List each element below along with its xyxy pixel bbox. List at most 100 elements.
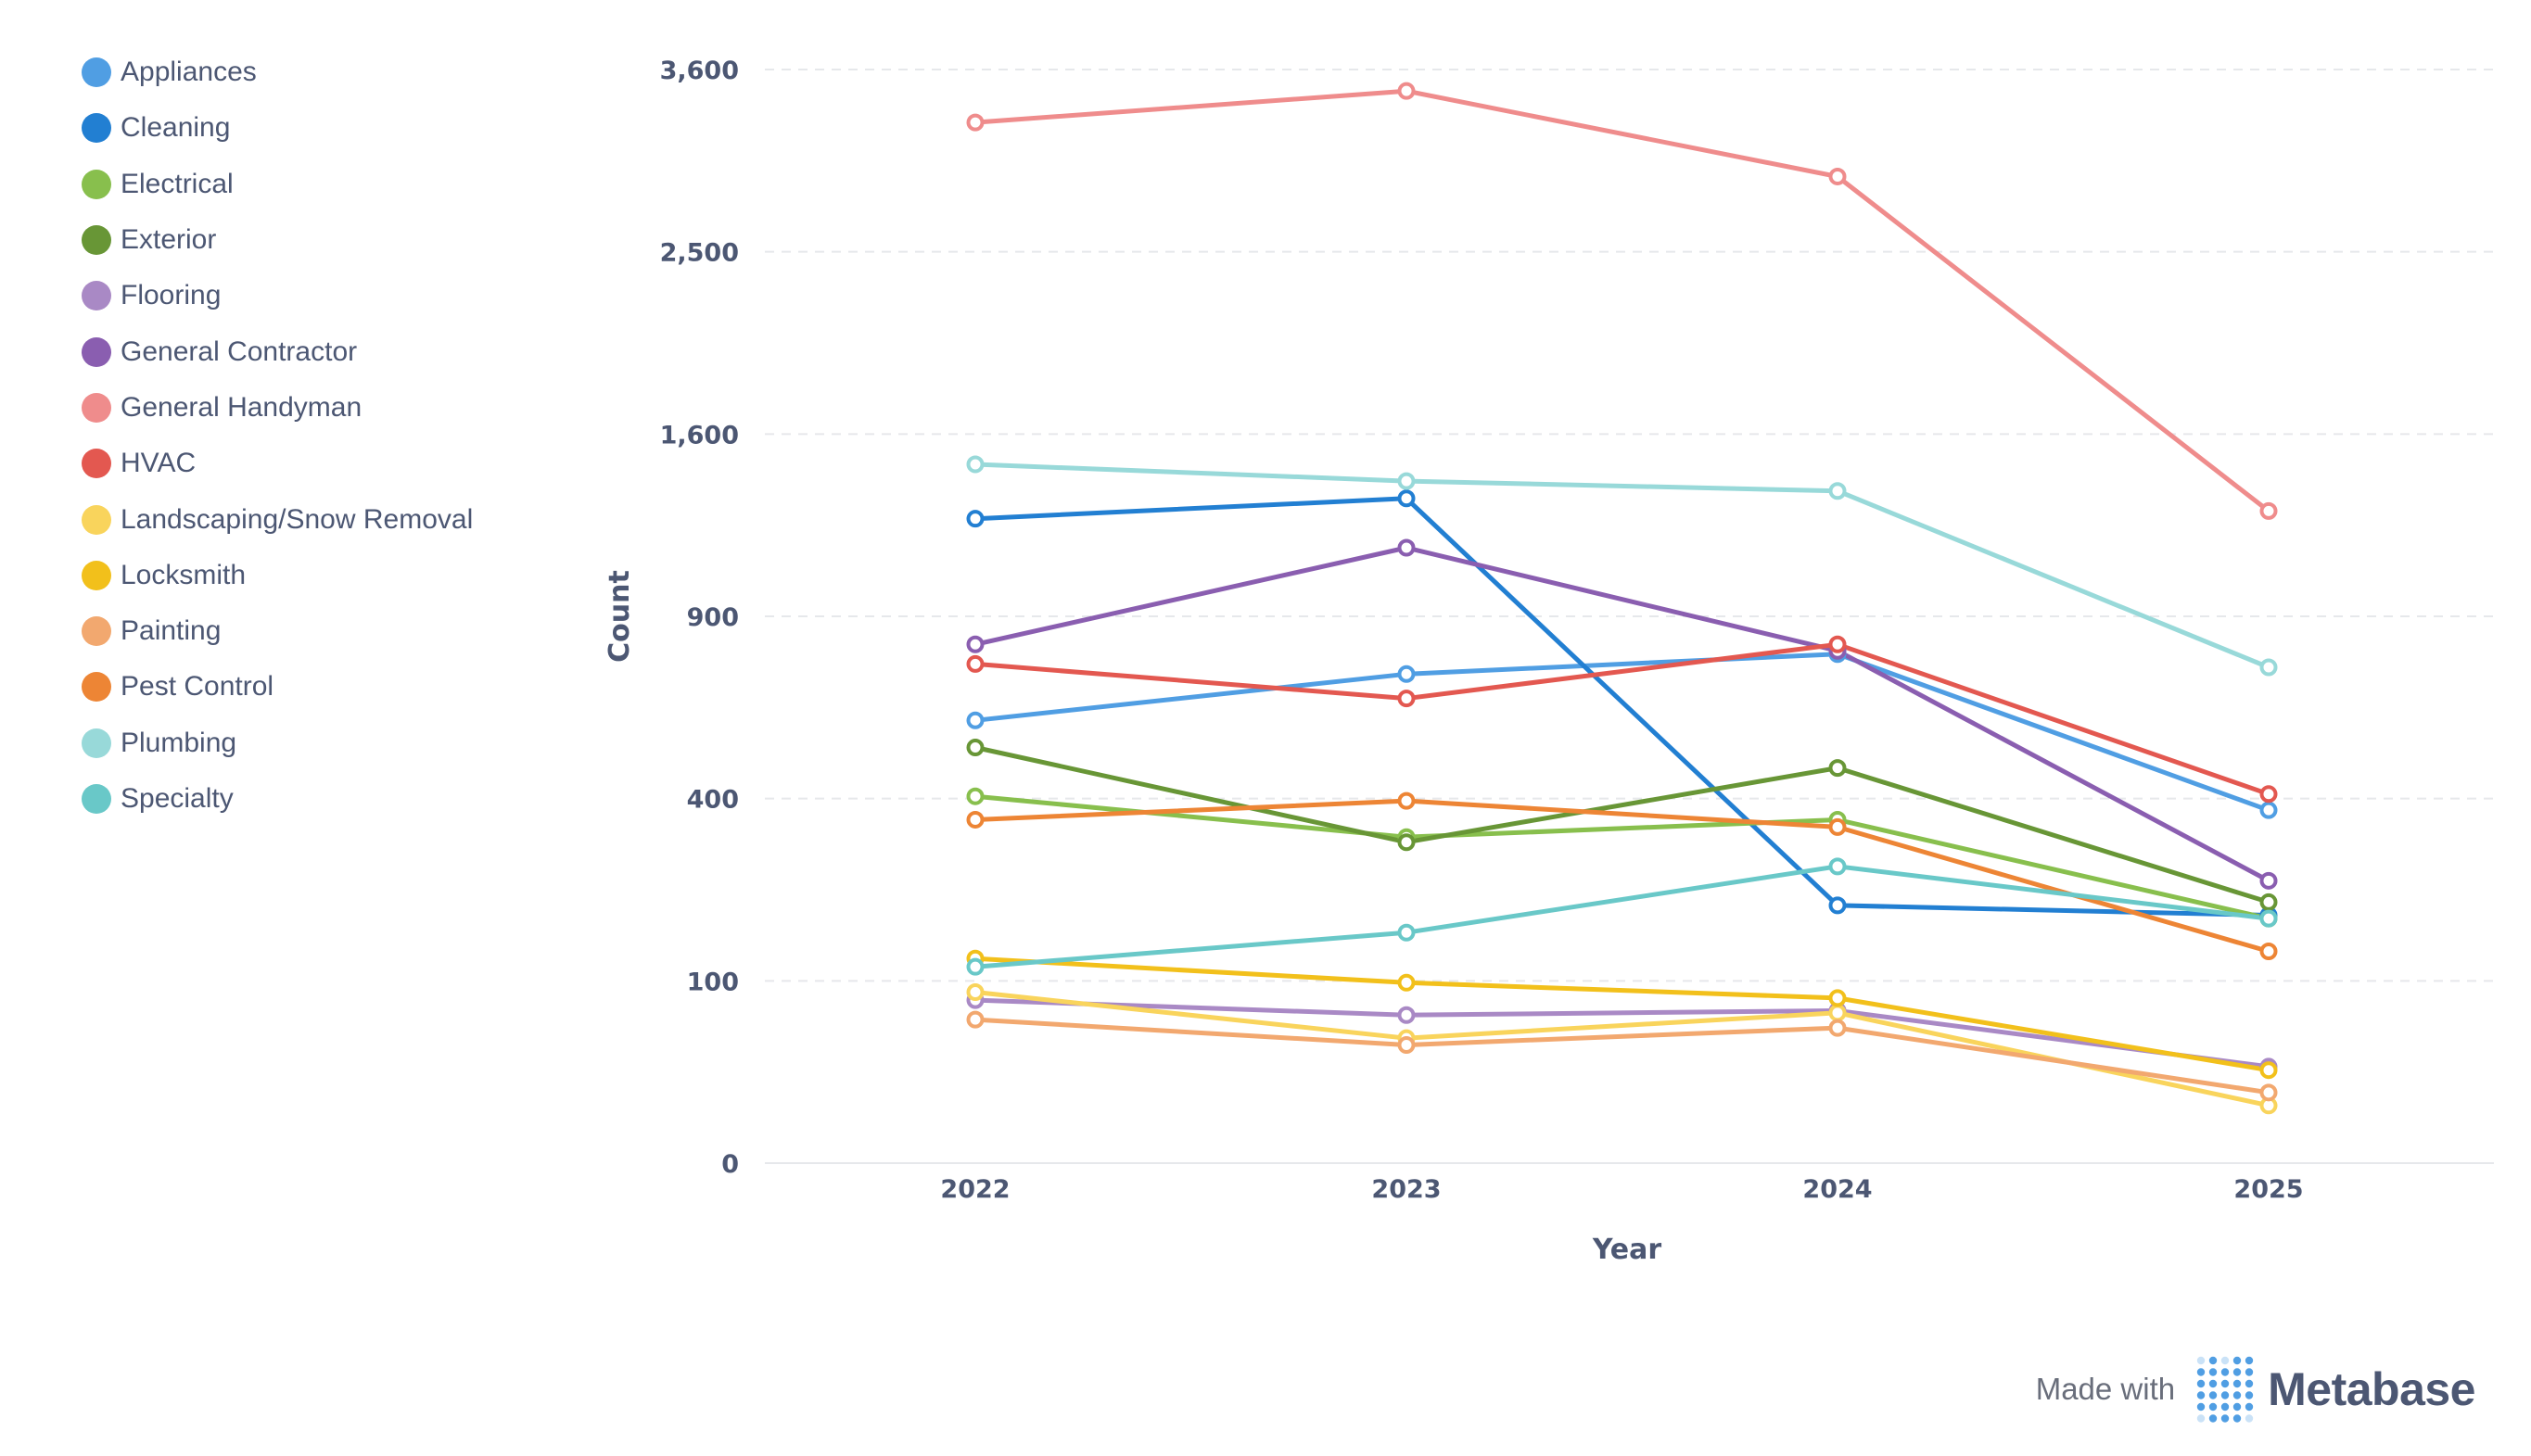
legend-label: Exterior: [121, 224, 217, 256]
x-tick-label: 2025: [2233, 1175, 2303, 1204]
data-point[interactable]: [966, 983, 985, 1002]
series-line[interactable]: [973, 545, 2271, 883]
legend-color-dot: [82, 728, 111, 758]
y-tick-label: 1,600: [660, 421, 739, 449]
data-point[interactable]: [1828, 1019, 1847, 1037]
series-line[interactable]: [973, 462, 2271, 670]
data-point[interactable]: [966, 635, 985, 653]
data-point[interactable]: [966, 711, 985, 729]
logo-dot: [2220, 1368, 2230, 1376]
logo-dot: [2196, 1368, 2206, 1376]
series-line[interactable]: [973, 1017, 2271, 1095]
metabase-logo-icon: [2196, 1356, 2254, 1423]
series-line[interactable]: [973, 88, 2271, 513]
metabase-footer[interactable]: Made with Metabase: [2036, 1355, 2475, 1424]
data-point[interactable]: [1828, 817, 1847, 836]
data-point[interactable]: [966, 510, 985, 528]
logo-dot: [2220, 1414, 2230, 1423]
series-line[interactable]: [973, 864, 2271, 969]
legend-item[interactable]: Exterior: [82, 212, 601, 268]
logo-dot: [2196, 1402, 2206, 1412]
legend-label: General Handyman: [121, 391, 362, 423]
gridlines: [765, 69, 2494, 982]
logo-dot: [2232, 1402, 2242, 1412]
data-point[interactable]: [966, 787, 985, 805]
logo-dot: [2220, 1356, 2230, 1365]
data-point[interactable]: [1397, 665, 1416, 683]
legend-color-dot: [82, 57, 111, 88]
legend-label: Electrical: [121, 168, 234, 199]
logo-dot: [2208, 1391, 2218, 1399]
data-point[interactable]: [2259, 893, 2278, 911]
legend-item[interactable]: HVAC: [82, 436, 601, 491]
data-point[interactable]: [966, 654, 985, 673]
data-point[interactable]: [2259, 801, 2278, 819]
series-line[interactable]: [973, 641, 2271, 797]
legend-item[interactable]: Painting: [82, 603, 601, 659]
data-point[interactable]: [1397, 1006, 1416, 1024]
data-point[interactable]: [1828, 896, 1847, 915]
data-point[interactable]: [966, 113, 985, 132]
data-point[interactable]: [1828, 635, 1847, 653]
data-point[interactable]: [1828, 857, 1847, 876]
legend-color-dot: [82, 113, 111, 144]
data-point[interactable]: [2259, 871, 2278, 890]
data-point[interactable]: [1397, 973, 1416, 992]
data-point[interactable]: [1397, 82, 1416, 100]
data-point[interactable]: [966, 957, 985, 976]
legend-item[interactable]: Cleaning: [82, 100, 601, 156]
data-point[interactable]: [966, 1010, 985, 1029]
data-point[interactable]: [2259, 1083, 2278, 1102]
data-point[interactable]: [1828, 989, 1847, 1007]
legend-label: Landscaping/Snow Removal: [121, 503, 474, 535]
logo-dot: [2232, 1414, 2242, 1423]
logo-dot: [2232, 1368, 2242, 1376]
data-point[interactable]: [1828, 1004, 1847, 1022]
logo-dot: [2245, 1356, 2254, 1365]
data-point[interactable]: [2259, 785, 2278, 804]
legend-item[interactable]: Landscaping/Snow Removal: [82, 491, 601, 547]
legend-item[interactable]: Pest Control: [82, 659, 601, 715]
series-line[interactable]: [973, 956, 2271, 1073]
series-lines: [973, 88, 2271, 1108]
data-point[interactable]: [2259, 658, 2278, 677]
legend-item[interactable]: Locksmith: [82, 548, 601, 603]
data-point[interactable]: [1828, 482, 1847, 500]
data-point[interactable]: [1397, 489, 1416, 508]
data-point[interactable]: [2259, 909, 2278, 928]
x-axis-title: Year: [1592, 1234, 1662, 1266]
data-point[interactable]: [966, 810, 985, 829]
data-point[interactable]: [1828, 167, 1847, 185]
data-point[interactable]: [966, 455, 985, 474]
data-point[interactable]: [1397, 923, 1416, 942]
legend-label: Plumbing: [121, 727, 237, 758]
legend-item[interactable]: Flooring: [82, 268, 601, 323]
data-point[interactable]: [1397, 472, 1416, 490]
data-point[interactable]: [1828, 759, 1847, 778]
data-point[interactable]: [1397, 833, 1416, 852]
data-point[interactable]: [2259, 501, 2278, 520]
series-line[interactable]: [973, 997, 2271, 1070]
data-point[interactable]: [1397, 1036, 1416, 1055]
logo-dot: [2232, 1356, 2242, 1365]
data-point[interactable]: [2259, 1061, 2278, 1080]
legend-item[interactable]: General Handyman: [82, 380, 601, 436]
series-line[interactable]: [973, 793, 2271, 921]
legend-item[interactable]: Appliances: [82, 44, 601, 100]
series-line[interactable]: [973, 745, 2271, 905]
data-point[interactable]: [2259, 942, 2278, 960]
data-point[interactable]: [1397, 690, 1416, 708]
x-tick-label: 2023: [1371, 1175, 1441, 1204]
legend-item[interactable]: General Contractor: [82, 323, 601, 379]
data-point[interactable]: [1397, 538, 1416, 557]
legend-item[interactable]: Electrical: [82, 157, 601, 212]
series-line[interactable]: [973, 798, 2271, 954]
data-point[interactable]: [1397, 791, 1416, 810]
legend-color-dot: [82, 784, 111, 814]
legend-item[interactable]: Specialty: [82, 771, 601, 827]
series-line[interactable]: [973, 652, 2271, 813]
data-point[interactable]: [966, 739, 985, 757]
series-line[interactable]: [973, 496, 2271, 918]
y-tick-label: 0: [721, 1150, 739, 1179]
legend-item[interactable]: Plumbing: [82, 715, 601, 771]
